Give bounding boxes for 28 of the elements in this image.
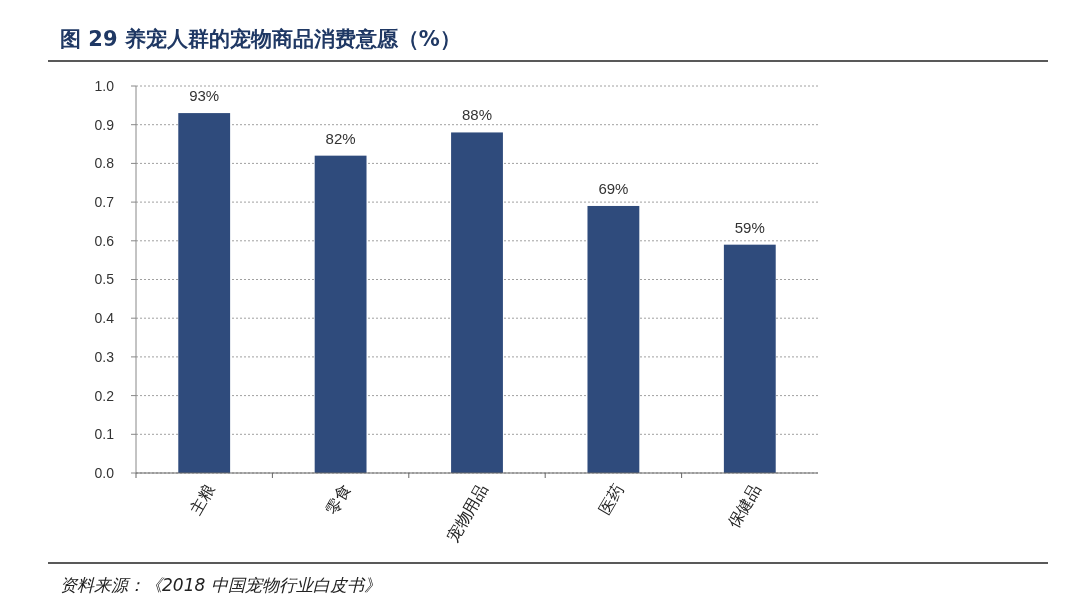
y-tick-label: 0.0 <box>94 464 115 481</box>
bar <box>451 132 503 473</box>
x-tick-label: 医药 <box>595 480 628 518</box>
y-tick-label: 0.4 <box>94 310 115 327</box>
y-tick-label: 0.8 <box>94 155 115 172</box>
bar <box>314 155 367 473</box>
y-tick-label: 0.1 <box>94 426 115 443</box>
data-label: 69% <box>598 179 629 197</box>
y-tick-label: 0.2 <box>94 387 115 404</box>
data-label: 82% <box>325 129 356 147</box>
y-tick-label: 0.9 <box>94 116 115 133</box>
x-tick-label: 主粮 <box>186 480 219 518</box>
x-tick-label: 保健品 <box>723 480 765 532</box>
data-label: 93% <box>189 87 220 105</box>
bar <box>723 244 776 473</box>
x-tick-label: 零食 <box>322 480 355 518</box>
y-tick-label: 0.7 <box>94 194 115 210</box>
x-tick-label: 宠物用品 <box>442 480 492 546</box>
bar <box>587 205 640 473</box>
chart-title: 图 29 养宠人群的宠物商品消费意愿（%） <box>60 27 461 51</box>
bar <box>178 113 231 473</box>
data-label: 59% <box>734 218 765 236</box>
y-tick-label: 0.5 <box>94 271 115 288</box>
y-tick-label: 0.3 <box>94 348 115 365</box>
data-label: 88% <box>461 106 493 124</box>
y-tick-label: 0.6 <box>94 232 115 249</box>
text: 资料来源：《2018 中国宠物行业白皮书》 <box>60 575 381 595</box>
y-tick-label: 1.0 <box>94 77 115 94</box>
